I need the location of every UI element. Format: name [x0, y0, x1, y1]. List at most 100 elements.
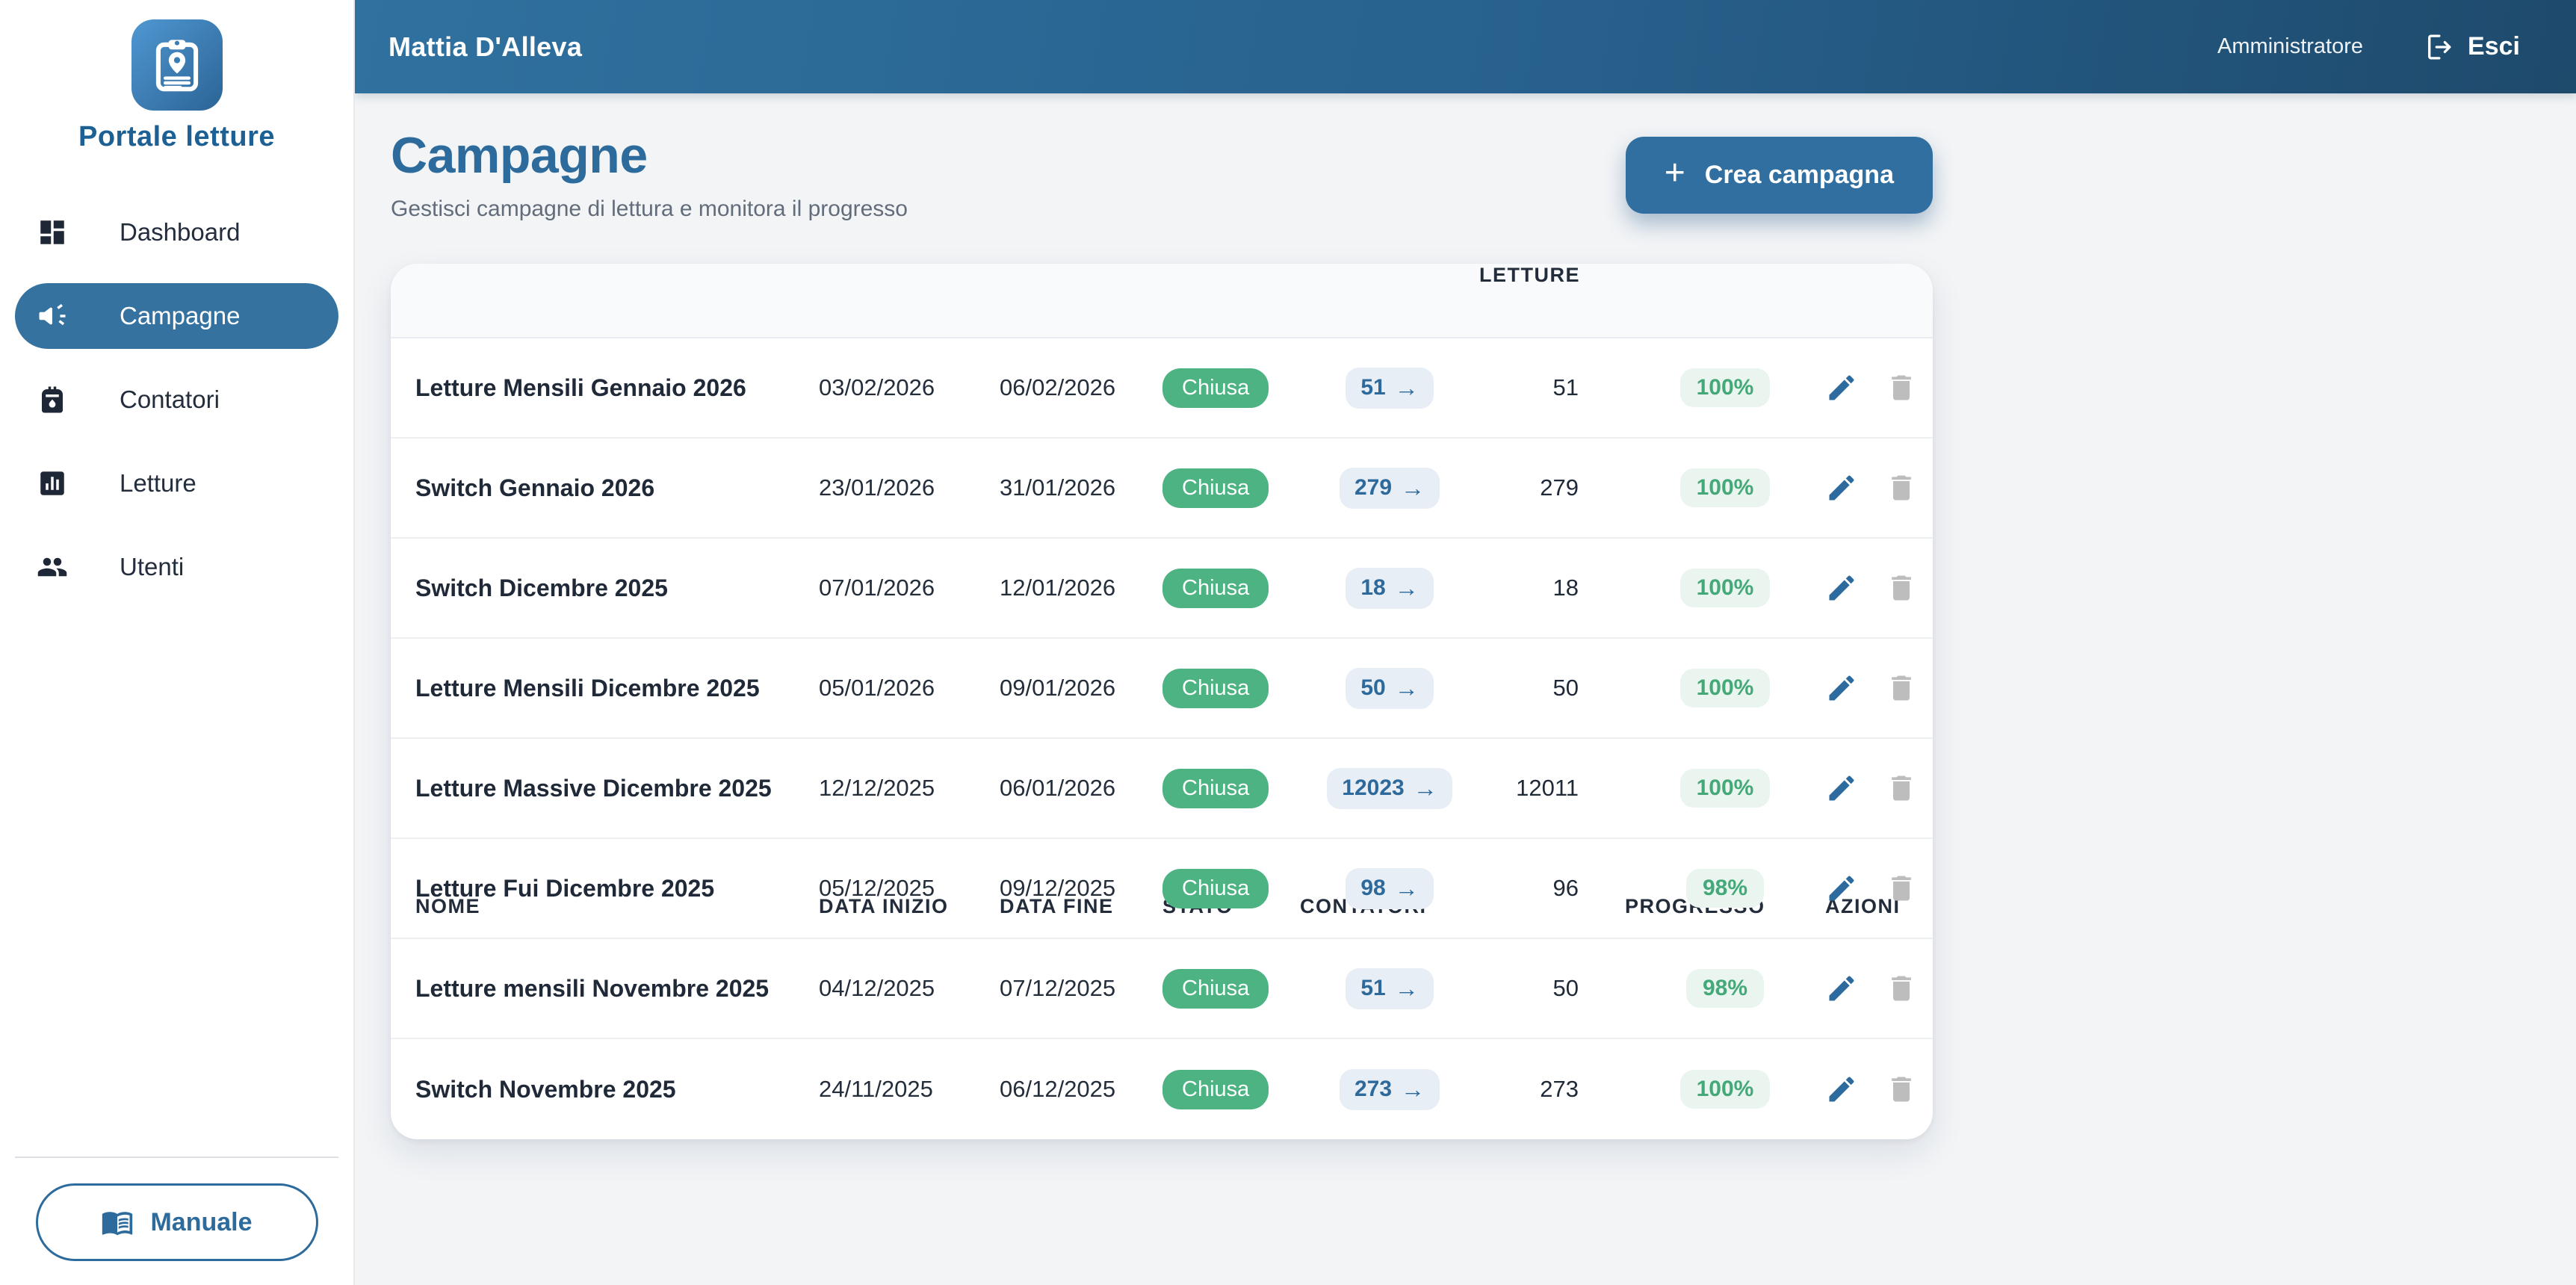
status-badge: Chiusa [1162, 669, 1269, 708]
edit-button[interactable] [1825, 371, 1858, 404]
campaign-name: Switch Novembre 2025 [415, 1076, 819, 1103]
status-cell: Chiusa [1162, 368, 1300, 408]
delete-button[interactable] [1885, 1073, 1918, 1106]
campaign-name: Letture Fui Dicembre 2025 [415, 875, 819, 902]
counters-cell: 50 → [1300, 668, 1479, 709]
edit-button[interactable] [1825, 972, 1858, 1005]
manual-button[interactable]: Manuale [36, 1183, 318, 1261]
counters-link-badge[interactable]: 12023 → [1327, 768, 1452, 809]
edit-button[interactable] [1825, 471, 1858, 504]
counters-count: 12023 [1342, 775, 1404, 801]
readings-count: 51 [1479, 374, 1625, 401]
counters-link-badge[interactable]: 18 → [1346, 568, 1433, 609]
progress-cell: 100% [1625, 468, 1825, 507]
end-date: 31/01/2026 [1000, 474, 1162, 501]
start-date: 05/01/2026 [819, 675, 1000, 702]
logout-button[interactable]: Esci [2423, 31, 2520, 63]
counters-count: 18 [1360, 575, 1385, 601]
status-cell: Chiusa [1162, 869, 1300, 908]
status-cell: Chiusa [1162, 769, 1300, 808]
pencil-icon [1825, 471, 1858, 504]
pencil-icon [1825, 572, 1858, 604]
trash-icon [1885, 371, 1918, 404]
progress-badge: 100% [1680, 669, 1771, 707]
counters-cell: 279 → [1300, 468, 1479, 509]
meter-icon [36, 383, 69, 416]
campaign-name: Letture Mensili Gennaio 2026 [415, 374, 819, 402]
pencil-icon [1825, 672, 1858, 705]
sidebar-item-letture[interactable]: Letture [15, 450, 338, 516]
trash-icon [1885, 772, 1918, 805]
delete-button[interactable] [1885, 572, 1918, 604]
sidebar-item-campagne[interactable]: Campagne [15, 283, 338, 349]
actions-cell [1825, 471, 1918, 504]
progress-badge: 100% [1680, 368, 1771, 407]
app-title: Portale letture [0, 121, 353, 153]
sidebar-item-utenti[interactable]: Utenti [15, 534, 338, 600]
trash-icon [1885, 872, 1918, 905]
table-header-row: Nome Data inizio Data fine Stato Contato… [391, 264, 1933, 338]
edit-button[interactable] [1825, 672, 1858, 705]
readings-count: 50 [1479, 975, 1625, 1002]
actions-cell [1825, 371, 1918, 404]
pencil-icon [1825, 1073, 1858, 1106]
start-date: 07/01/2026 [819, 575, 1000, 601]
end-date: 09/01/2026 [1000, 675, 1162, 702]
counters-count: 279 [1354, 475, 1392, 501]
counters-link-badge[interactable]: 51 → [1346, 968, 1433, 1009]
counters-cell: 98 → [1300, 868, 1479, 909]
sidebar-item-dashboard[interactable]: Dashboard [15, 199, 338, 265]
edit-button[interactable] [1825, 772, 1858, 805]
edit-button[interactable] [1825, 872, 1858, 905]
manual-button-label: Manuale [150, 1208, 252, 1237]
progress-cell: 98% [1625, 969, 1825, 1008]
progress-cell: 100% [1625, 368, 1825, 407]
end-date: 07/12/2025 [1000, 975, 1162, 1002]
progress-badge: 100% [1680, 468, 1771, 507]
delete-button[interactable] [1885, 972, 1918, 1005]
progress-badge: 100% [1680, 769, 1771, 808]
delete-button[interactable] [1885, 672, 1918, 705]
status-cell: Chiusa [1162, 569, 1300, 608]
app-logo[interactable] [0, 0, 353, 111]
actions-cell [1825, 872, 1918, 905]
pencil-icon [1825, 772, 1858, 805]
create-campaign-button[interactable]: + Crea campagna [1626, 137, 1933, 214]
counters-link-badge[interactable]: 279 → [1340, 468, 1440, 509]
delete-button[interactable] [1885, 872, 1918, 905]
counters-link-badge[interactable]: 273 → [1340, 1069, 1440, 1110]
counters-cell: 51 → [1300, 968, 1479, 1009]
arrow-right-icon: → [1395, 374, 1419, 402]
status-badge: Chiusa [1162, 1070, 1269, 1109]
user-name: Mattia D'Alleva [388, 31, 582, 63]
edit-button[interactable] [1825, 1073, 1858, 1106]
readings-count: 18 [1479, 575, 1625, 601]
counters-count: 273 [1354, 1077, 1392, 1102]
counters-count: 51 [1360, 976, 1385, 1001]
progress-cell: 100% [1625, 569, 1825, 607]
delete-button[interactable] [1885, 471, 1918, 504]
trash-icon [1885, 471, 1918, 504]
pencil-icon [1825, 972, 1858, 1005]
delete-button[interactable] [1885, 772, 1918, 805]
counters-count: 51 [1360, 375, 1385, 400]
delete-button[interactable] [1885, 371, 1918, 404]
counters-link-badge[interactable]: 50 → [1346, 668, 1433, 709]
counters-link-badge[interactable]: 51 → [1346, 368, 1433, 409]
status-badge: Chiusa [1162, 468, 1269, 508]
readings-count: 279 [1479, 474, 1625, 501]
campaign-name: Letture Massive Dicembre 2025 [415, 775, 819, 802]
sidebar: Portale letture Dashboard Campagne Conta… [0, 0, 355, 1285]
actions-cell [1825, 972, 1918, 1005]
table-body: Letture Mensili Gennaio 2026 03/02/2026 … [391, 338, 1933, 1139]
sidebar-item-contatori[interactable]: Contatori [15, 367, 338, 433]
arrow-right-icon: → [1401, 474, 1425, 502]
campaigns-table-card: Nome Data inizio Data fine Stato Contato… [391, 264, 1933, 1139]
counters-link-badge[interactable]: 98 → [1346, 868, 1433, 909]
readings-count: 96 [1479, 875, 1625, 902]
table-row: Letture Fui Dicembre 2025 05/12/2025 09/… [391, 839, 1933, 939]
counters-cell: 18 → [1300, 568, 1479, 609]
page-title: Campagne [391, 126, 908, 185]
readings-count: 50 [1479, 675, 1625, 702]
edit-button[interactable] [1825, 572, 1858, 604]
